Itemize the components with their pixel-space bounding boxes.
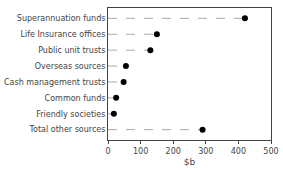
svg-text:Cash management trusts: Cash management trusts — [4, 78, 105, 87]
svg-text:$b: $b — [184, 157, 196, 167]
svg-text:Friendly societies: Friendly societies — [36, 110, 105, 119]
svg-text:Life Insurance offices: Life Insurance offices — [21, 30, 106, 39]
svg-text:200: 200 — [166, 147, 181, 156]
svg-text:400: 400 — [231, 147, 246, 156]
svg-text:Common funds: Common funds — [45, 94, 106, 103]
svg-text:500: 500 — [263, 147, 278, 156]
svg-text:100: 100 — [133, 147, 148, 156]
svg-text:Superannuation funds: Superannuation funds — [17, 14, 106, 23]
svg-text:0: 0 — [105, 147, 110, 156]
svg-text:300: 300 — [198, 147, 213, 156]
svg-text:Overseas sources: Overseas sources — [35, 62, 106, 71]
svg-text:Total other sources: Total other sources — [29, 125, 106, 134]
svg-text:Public unit trusts: Public unit trusts — [38, 46, 105, 55]
